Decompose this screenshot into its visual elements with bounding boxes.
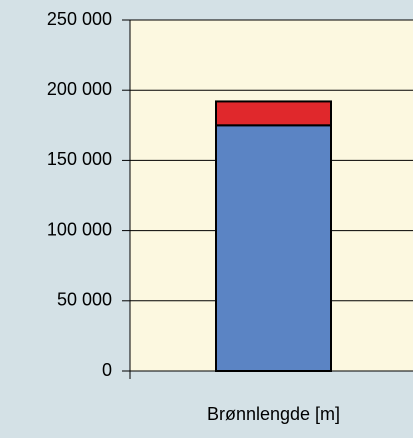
- y-tick-label: 200 000: [47, 79, 112, 99]
- y-tick-label: 50 000: [57, 290, 112, 310]
- y-tick-label: 0: [102, 360, 112, 380]
- x-tick-label: Brønnlengde [m]: [207, 404, 340, 424]
- y-tick-label: 250 000: [47, 9, 112, 29]
- bar-segment: [215, 100, 332, 127]
- y-tick-label: 150 000: [47, 149, 112, 169]
- y-tick-label: 100 000: [47, 219, 112, 239]
- bar-segment: [215, 124, 332, 372]
